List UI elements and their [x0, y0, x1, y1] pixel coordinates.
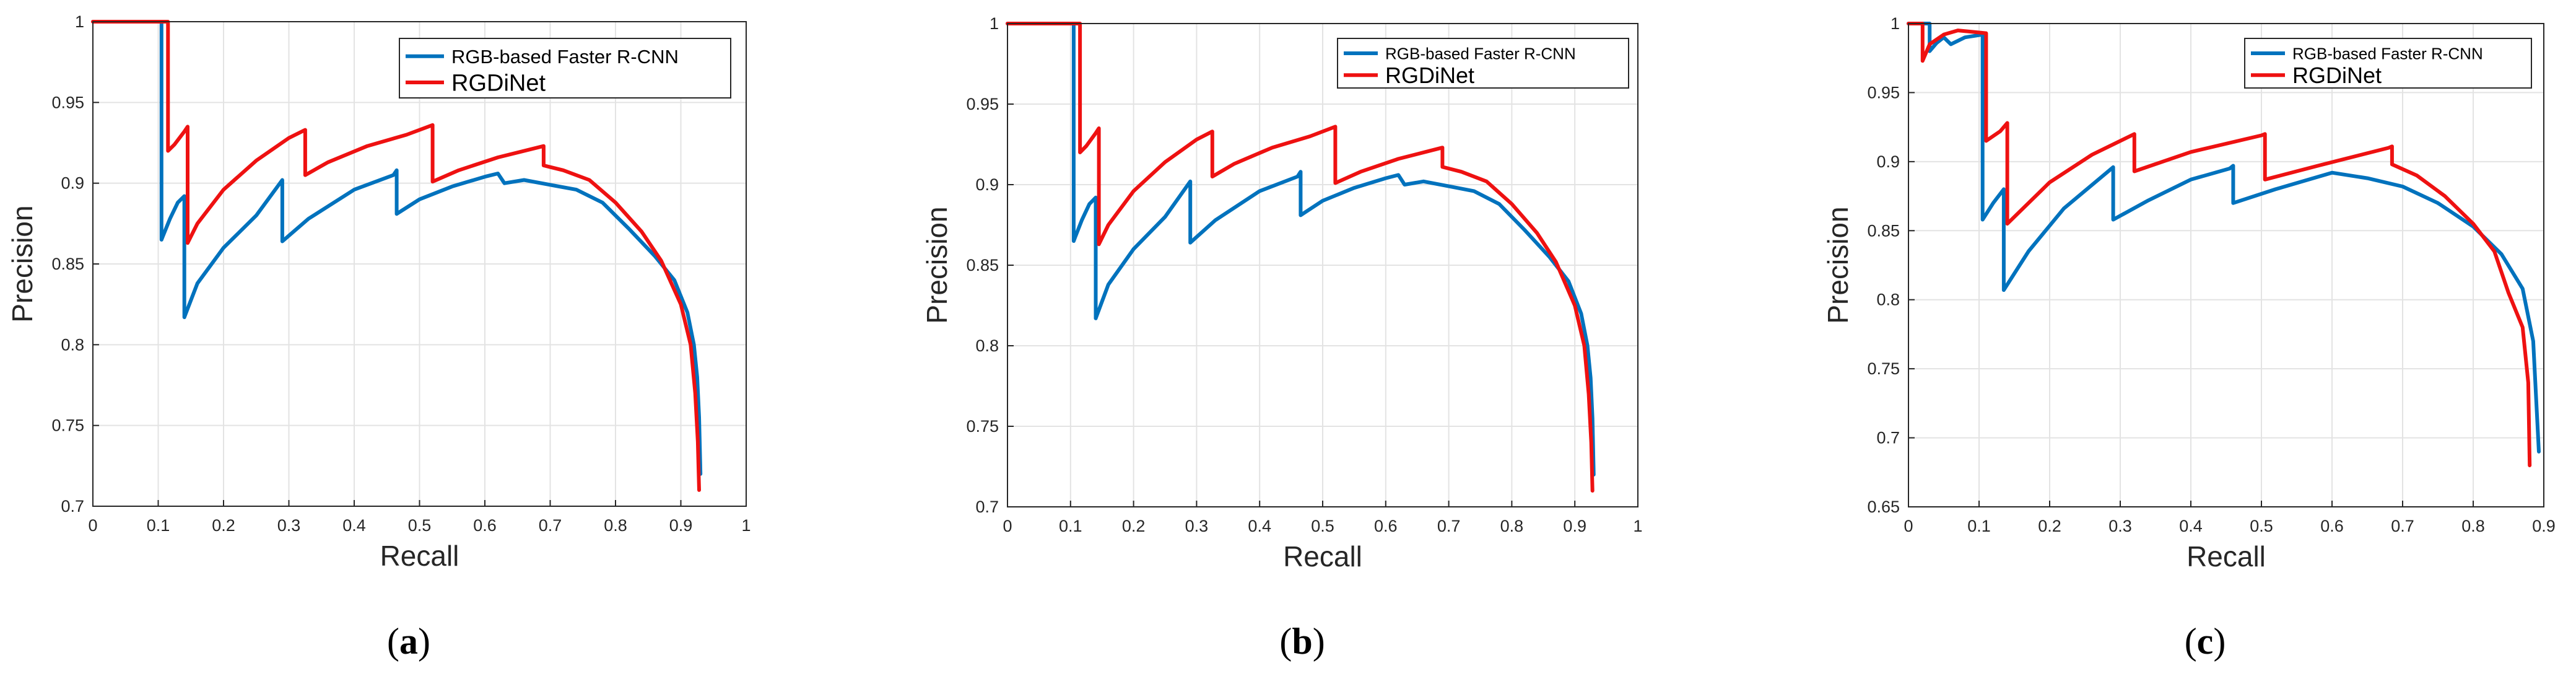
legend-label-b-rgdinet: RGDiNet — [1385, 63, 1474, 88]
x-tick-label-b-10: 1 — [1633, 517, 1642, 535]
y-tick-label-c-3: 0.8 — [1876, 291, 1900, 309]
x-tick-label-b-9: 0.9 — [1563, 517, 1586, 535]
y-axis-label-a: Precision — [6, 205, 38, 322]
legend-box-b — [1337, 38, 1629, 89]
y-tick-label-c-1: 0.7 — [1876, 429, 1900, 447]
caption-b: (b) — [1279, 621, 1325, 662]
y-tick-label-b-2: 0.8 — [975, 336, 999, 355]
x-tick-label-b-3: 0.3 — [1185, 517, 1209, 535]
x-tick-label-c-9: 0.9 — [2532, 517, 2556, 535]
y-tick-label-a-6: 1 — [75, 12, 84, 31]
x-tick-label-a-1: 0.1 — [147, 516, 170, 535]
x-tick-label-c-2: 0.2 — [2038, 517, 2061, 535]
x-tick-label-b-2: 0.2 — [1122, 517, 1146, 535]
legend-box-c — [2244, 38, 2532, 89]
x-tick-label-b-5: 0.5 — [1311, 517, 1334, 535]
y-tick-label-a-3: 0.85 — [51, 255, 84, 273]
y-tick-label-b-6: 1 — [990, 14, 999, 33]
x-tick-label-a-10: 1 — [741, 516, 751, 535]
x-tick-label-c-7: 0.7 — [2391, 517, 2414, 535]
x-tick-label-c-4: 0.4 — [2179, 517, 2203, 535]
x-tick-label-b-0: 0 — [1003, 517, 1012, 535]
x-tick-label-a-9: 0.9 — [669, 516, 693, 535]
y-axis-label-b: Precision — [921, 206, 953, 323]
x-axis-label-c: Recall — [2187, 540, 2266, 573]
x-tick-label-a-0: 0 — [88, 516, 97, 535]
x-tick-label-a-8: 0.8 — [604, 516, 627, 535]
series-line-c-rgb-faster-rcnn — [1907, 22, 2541, 454]
y-tick-label-c-7: 1 — [1891, 14, 1900, 33]
y-tick-label-b-5: 0.95 — [966, 95, 999, 113]
chart-panel-a: 0 0.1 0.2 0.3 0.4 0.5 0.6 0.7 0.8 0.9 1 0.7 0.75 0.8 0… — [6, 12, 751, 572]
x-axis-label-a: Recall — [380, 540, 459, 572]
legend-label-a-rgdinet: RGDiNet — [451, 71, 546, 97]
chart-panel-b: 0 0.1 0.2 0.3 0.4 0.5 0.6 0.7 0.8 0.9 1 0.7 0.75 0.8 0… — [921, 14, 1643, 573]
x-tick-label-c-5: 0.5 — [2250, 517, 2273, 535]
y-axis-label-c: Precision — [1822, 206, 1854, 323]
y-tick-label-a-0: 0.7 — [61, 497, 84, 516]
y-tick-label-c-0: 0.65 — [1867, 498, 1900, 516]
caption-a: (a) — [387, 621, 430, 662]
x-tick-label-a-3: 0.3 — [277, 516, 301, 535]
x-tick-label-b-4: 0.4 — [1248, 517, 1271, 535]
x-tick-label-a-6: 0.6 — [473, 516, 497, 535]
y-tick-label-a-1: 0.75 — [51, 416, 84, 435]
y-tick-label-a-4: 0.9 — [61, 174, 84, 193]
x-tick-label-b-7: 0.7 — [1437, 517, 1461, 535]
legend-a: RGB-based Faster R-CNN RGDiNet — [399, 38, 731, 99]
x-tick-label-c-0: 0 — [1904, 517, 1913, 535]
caption-c: (c) — [2185, 621, 2226, 662]
y-tick-label-c-2: 0.75 — [1867, 359, 1900, 378]
y-tick-label-a-5: 0.95 — [51, 93, 84, 112]
x-tick-label-a-7: 0.7 — [539, 516, 562, 535]
series-line-a-rgdinet — [91, 20, 701, 492]
y-tick-label-c-5: 0.9 — [1876, 152, 1900, 171]
x-tick-label-c-1: 0.1 — [1967, 517, 1991, 535]
y-tick-label-a-2: 0.8 — [61, 335, 84, 354]
series-line-b-rgdinet — [1006, 22, 1595, 493]
y-tick-label-b-4: 0.9 — [975, 175, 999, 194]
grid-b — [1007, 23, 1638, 507]
y-tick-label-b-3: 0.85 — [966, 256, 999, 274]
x-tick-label-c-3: 0.3 — [2108, 517, 2132, 535]
chart-panel-c: 0 0.1 0.2 0.3 0.4 0.5 0.6 0.7 0.8 0.9 0.65 0.7 0.75 0… — [1822, 14, 2556, 573]
x-tick-label-a-2: 0.2 — [212, 516, 235, 535]
y-tick-label-b-0: 0.7 — [975, 498, 999, 516]
axes-frame-c — [1908, 23, 2544, 507]
legend-box-a — [399, 38, 731, 99]
x-axis-label-b: Recall — [1283, 540, 1362, 573]
legend-label-b-rgb-faster-rcnn: RGB-based Faster R-CNN — [1385, 44, 1576, 63]
series-line-b-rgb-faster-rcnn — [1006, 22, 1596, 476]
x-tick-label-a-4: 0.4 — [342, 516, 366, 535]
x-tick-label-b-6: 0.6 — [1374, 517, 1398, 535]
x-tick-label-b-8: 0.8 — [1500, 517, 1524, 535]
series-line-c-rgdinet — [1907, 22, 2532, 468]
x-tick-label-b-1: 0.1 — [1059, 517, 1082, 535]
y-tick-label-c-6: 0.95 — [1867, 83, 1900, 102]
x-tick-label-c-8: 0.8 — [2461, 517, 2485, 535]
x-tick-label-a-5: 0.5 — [408, 516, 432, 535]
x-tick-label-c-6: 0.6 — [2320, 517, 2344, 535]
legend-label-c-rgdinet: RGDiNet — [2292, 63, 2382, 88]
y-tick-label-b-1: 0.75 — [966, 417, 999, 436]
legend-label-c-rgb-faster-rcnn: RGB-based Faster R-CNN — [2292, 44, 2483, 63]
legend-label-a-rgb-faster-rcnn: RGB-based Faster R-CNN — [451, 46, 679, 68]
y-tick-label-c-4: 0.85 — [1867, 221, 1900, 240]
